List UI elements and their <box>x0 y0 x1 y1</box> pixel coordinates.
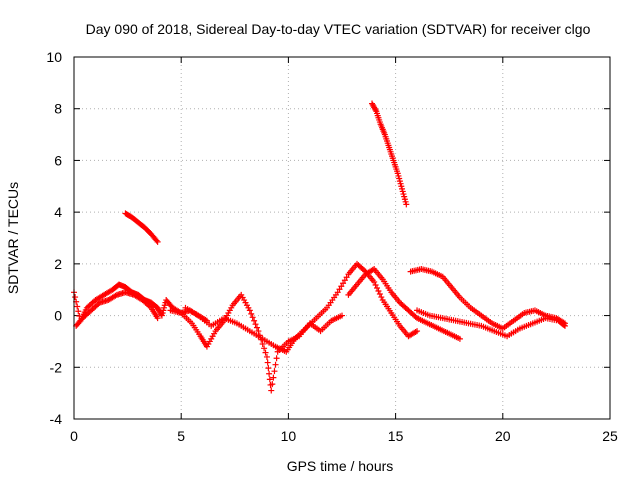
series-sat-a <box>71 281 210 324</box>
data-point <box>372 107 379 114</box>
data-point <box>264 359 271 366</box>
y-tick-label: -2 <box>50 359 63 375</box>
data-point <box>414 328 421 335</box>
x-tick-label: 10 <box>281 428 297 444</box>
data-point <box>403 201 410 208</box>
data-point <box>273 355 280 362</box>
data-point <box>153 237 160 244</box>
data-point <box>336 286 343 293</box>
data-point <box>265 365 272 372</box>
series-sat-b <box>73 289 161 329</box>
data-point <box>269 381 276 388</box>
data-point <box>561 322 568 329</box>
x-tick-label: 0 <box>70 428 78 444</box>
data-point <box>375 288 382 295</box>
data-points <box>71 100 568 394</box>
data-point <box>154 238 161 245</box>
data-point <box>253 324 260 331</box>
data-point <box>266 370 273 377</box>
data-point <box>262 349 269 356</box>
y-tick-label: 4 <box>54 204 62 220</box>
series-sat-e <box>182 260 421 355</box>
data-point <box>560 322 567 329</box>
data-point <box>252 321 259 328</box>
data-point <box>246 307 253 314</box>
x-axis-label: GPS time / hours <box>287 458 394 474</box>
data-point <box>341 277 348 284</box>
y-tick-label: -4 <box>50 411 63 427</box>
series-sat-h <box>407 266 568 332</box>
data-point <box>263 353 270 360</box>
x-tick-label: 15 <box>388 428 404 444</box>
data-point <box>272 361 279 368</box>
data-point <box>259 341 266 348</box>
y-tick-label: 2 <box>54 256 62 272</box>
data-point <box>261 345 268 352</box>
y-axis-label: SDTVAR / TECUs <box>5 182 21 294</box>
data-point <box>339 312 345 319</box>
y-tick-label: 10 <box>46 49 62 65</box>
data-point <box>376 291 383 298</box>
series-sat-f <box>369 100 410 208</box>
chart-title: Day 090 of 2018, Sidereal Day-to-day VTE… <box>86 21 591 37</box>
series-sat-i <box>414 307 568 340</box>
data-point <box>340 280 347 287</box>
y-tick-label: 8 <box>54 101 62 117</box>
plot-frame <box>73 56 611 420</box>
data-point <box>255 328 262 335</box>
x-tick-label: 20 <box>495 428 511 444</box>
x-tick-label: 25 <box>602 428 618 444</box>
data-point <box>266 376 273 383</box>
data-point <box>268 387 275 394</box>
series-sat-d <box>167 291 345 394</box>
data-point <box>270 374 277 381</box>
data-point <box>249 314 256 321</box>
data-point <box>248 310 255 317</box>
data-point <box>74 303 81 310</box>
data-point <box>378 294 385 301</box>
x-tick-label: 5 <box>177 428 185 444</box>
data-point <box>271 368 278 375</box>
axis-ticks: 0 5 10 15 20 25 -4 -2 0 2 4 6 8 10 <box>46 49 618 444</box>
series-sat-c <box>122 210 161 245</box>
data-point <box>371 278 378 285</box>
data-point <box>72 294 79 301</box>
y-tick-label: 0 <box>54 308 62 324</box>
data-point <box>372 281 379 288</box>
data-point <box>154 315 161 322</box>
y-tick-label: 6 <box>54 152 62 168</box>
data-point <box>343 274 350 281</box>
data-point <box>251 317 258 324</box>
series-sat-g <box>345 266 463 342</box>
data-point <box>374 284 381 291</box>
data-point <box>338 283 345 290</box>
data-point <box>456 335 463 342</box>
data-point <box>334 289 341 296</box>
data-point <box>75 308 82 315</box>
